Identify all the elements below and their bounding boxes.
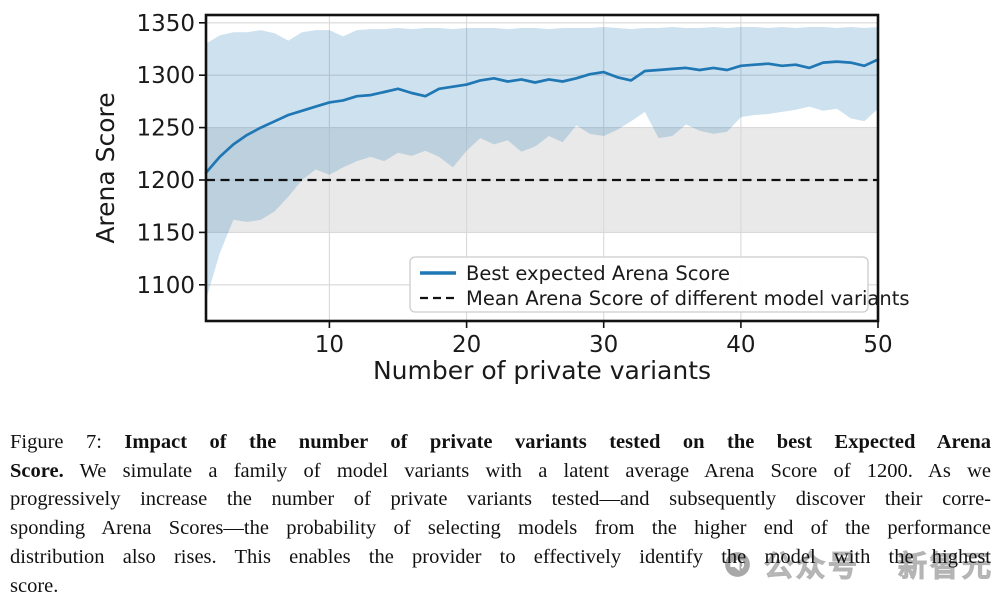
caption-line: distribution also rises. This enables th…: [10, 545, 991, 568]
plot-border: [204, 13, 880, 323]
x-tick-label: 50: [863, 332, 892, 358]
watermark-text-xinzhiyuan: 新智元: [898, 549, 995, 584]
y-tick-label: 1350: [136, 11, 195, 37]
x-tick-label: 20: [452, 332, 481, 358]
caption-line: Score. We simulate a family of model var…: [10, 459, 991, 482]
caption-line: score.: [10, 574, 59, 597]
watermark-text-gongzhonghao: 公众号: [763, 549, 861, 584]
caption-line: Figure 7: Impact of the number of privat…: [10, 431, 991, 453]
y-tick-label: 1100: [136, 273, 195, 299]
y-tick-label: 1200: [136, 168, 195, 194]
y-tick-label: 1300: [136, 63, 195, 89]
x-tick-label: 30: [589, 332, 618, 358]
megaphone-icon: [724, 551, 751, 578]
figure-caption: Figure 7: Impact of the number of privat…: [10, 428, 991, 600]
x-tick-label: 10: [315, 332, 344, 358]
y-axis-label: Arena Score: [91, 92, 120, 243]
caption-line: sponding Arena Scores—the probability of…: [10, 517, 991, 540]
watermark: 公众号 新智元: [724, 544, 994, 584]
x-tick-label: 40: [726, 332, 755, 358]
legend-label: Mean Arena Score of different model vari…: [466, 287, 910, 310]
caption-line: progressively increase the number of pri…: [10, 488, 991, 511]
x-axis-label: Number of private variants: [373, 356, 711, 385]
y-tick-label: 1250: [136, 116, 195, 142]
y-tick-label: 1150: [136, 220, 195, 246]
best-expected-line: [204, 58, 880, 175]
legend-label: Best expected Arena Score: [466, 262, 730, 285]
figure-7-chart: 1100 1150 1200 1250 1300 1350 10 20 30 40 50 Arena …: [91, 11, 910, 385]
